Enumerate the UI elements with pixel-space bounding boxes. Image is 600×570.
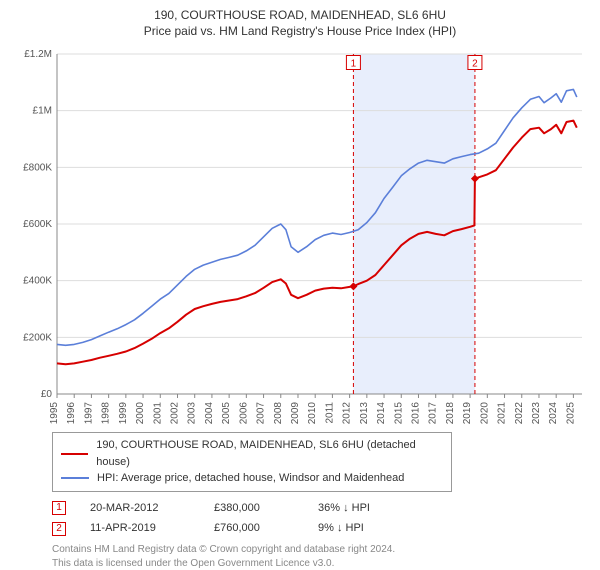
svg-text:1996: 1996 — [66, 402, 77, 424]
svg-text:2012: 2012 — [342, 402, 353, 424]
svg-text:2015: 2015 — [393, 402, 404, 424]
svg-text:2000: 2000 — [135, 402, 146, 424]
svg-text:£200K: £200K — [23, 332, 52, 343]
legend-swatch — [61, 477, 89, 479]
svg-text:2006: 2006 — [238, 402, 249, 424]
event-marker-number: 2 — [52, 522, 66, 536]
svg-text:£1M: £1M — [33, 106, 52, 117]
legend-label: 190, COURTHOUSE ROAD, MAIDENHEAD, SL6 6H… — [96, 437, 443, 470]
svg-text:1997: 1997 — [83, 402, 94, 424]
svg-text:£400K: £400K — [23, 276, 52, 287]
event-marker-number: 1 — [52, 501, 66, 515]
svg-text:2019: 2019 — [462, 402, 473, 424]
svg-text:2013: 2013 — [359, 402, 370, 424]
price-chart: £0 £200K £400K £600K £800K £1M £1.2M 1995 1996 19… — [12, 44, 588, 424]
event-delta: 9% ↓ HPI — [318, 518, 364, 539]
event-price: £760,000 — [214, 518, 294, 539]
svg-text:1998: 1998 — [101, 402, 112, 424]
svg-text:2020: 2020 — [479, 402, 490, 424]
svg-text:£1.2M: £1.2M — [24, 49, 52, 60]
svg-text:2011: 2011 — [324, 402, 335, 424]
event-delta: 36% ↓ HPI — [318, 498, 370, 519]
svg-text:£800K: £800K — [23, 162, 52, 173]
legend-label: HPI: Average price, detached house, Wind… — [97, 470, 404, 487]
svg-text:£0: £0 — [41, 389, 53, 400]
svg-text:2017: 2017 — [428, 402, 439, 424]
event-table: 1 20-MAR-2012 £380,000 36% ↓ HPI 2 11-APR-201… — [52, 498, 588, 540]
chart-svg: £0 £200K £400K £600K £800K £1M £1.2M 1995 1996 19… — [12, 44, 588, 424]
svg-text:2009: 2009 — [290, 402, 301, 424]
svg-text:2018: 2018 — [445, 402, 456, 424]
svg-text:2023: 2023 — [531, 402, 542, 424]
svg-text:2010: 2010 — [307, 402, 318, 424]
svg-text:2016: 2016 — [410, 402, 421, 424]
svg-text:1995: 1995 — [49, 402, 60, 424]
event-date: 20-MAR-2012 — [90, 498, 190, 519]
legend-row: HPI: Average price, detached house, Wind… — [61, 470, 443, 487]
svg-text:1: 1 — [351, 59, 357, 70]
svg-text:2008: 2008 — [273, 402, 284, 424]
legend: 190, COURTHOUSE ROAD, MAIDENHEAD, SL6 6H… — [52, 432, 452, 492]
svg-text:2014: 2014 — [376, 402, 387, 424]
legend-swatch — [61, 453, 88, 455]
svg-text:2025: 2025 — [565, 402, 576, 424]
event-row: 2 11-APR-2019 £760,000 9% ↓ HPI — [52, 518, 588, 539]
svg-text:2001: 2001 — [152, 402, 163, 424]
svg-text:2003: 2003 — [187, 402, 198, 424]
svg-text:2: 2 — [472, 59, 478, 70]
event-price: £380,000 — [214, 498, 294, 519]
svg-text:2007: 2007 — [256, 402, 267, 424]
svg-text:£600K: £600K — [23, 219, 52, 230]
footer-attribution: Contains HM Land Registry data © Crown c… — [52, 543, 588, 570]
svg-text:2024: 2024 — [548, 402, 559, 424]
event-row: 1 20-MAR-2012 £380,000 36% ↓ HPI — [52, 498, 588, 519]
svg-text:2022: 2022 — [514, 402, 525, 424]
svg-text:2021: 2021 — [497, 402, 508, 424]
legend-row: 190, COURTHOUSE ROAD, MAIDENHEAD, SL6 6H… — [61, 437, 443, 470]
svg-text:2005: 2005 — [221, 402, 232, 424]
page-title: 190, COURTHOUSE ROAD, MAIDENHEAD, SL6 6H… — [12, 8, 588, 22]
event-date: 11-APR-2019 — [90, 518, 190, 539]
svg-text:1999: 1999 — [118, 402, 129, 424]
footer-line: Contains HM Land Registry data © Crown c… — [52, 543, 588, 557]
footer-line: This data is licensed under the Open Gov… — [52, 557, 588, 570]
page-subtitle: Price paid vs. HM Land Registry's House … — [12, 24, 588, 38]
svg-text:2002: 2002 — [169, 402, 180, 424]
svg-text:2004: 2004 — [204, 402, 215, 424]
